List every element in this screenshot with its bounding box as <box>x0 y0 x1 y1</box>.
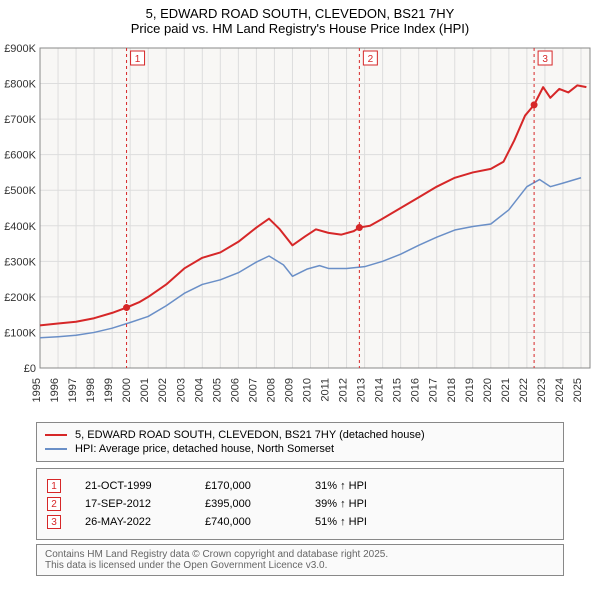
svg-text:2003: 2003 <box>175 378 187 402</box>
svg-text:1: 1 <box>135 54 141 65</box>
svg-text:2008: 2008 <box>265 378 277 402</box>
svg-text:£600K: £600K <box>4 150 36 162</box>
svg-text:2017: 2017 <box>428 378 440 402</box>
svg-text:2020: 2020 <box>482 378 494 402</box>
event-row: 3 26-MAY-2022£740,00051% ↑ HPI <box>47 515 553 529</box>
svg-text:1997: 1997 <box>67 378 79 402</box>
legend-item: HPI: Average price, detached house, Nort… <box>45 443 555 455</box>
legend-swatch <box>45 434 67 436</box>
event-marker: 3 <box>47 515 61 529</box>
chart-area: £0 £100K £200K £300K £400K £500K £600K £700K £80… <box>0 38 600 418</box>
event-pct: 51% ↑ HPI <box>315 516 367 528</box>
event-date: 21-OCT-1999 <box>85 480 205 492</box>
events-table: 1 21-OCT-1999£170,00031% ↑ HPI 2 17-SEP-201… <box>36 468 564 540</box>
svg-text:2006: 2006 <box>229 378 241 402</box>
svg-text:2002: 2002 <box>157 378 169 402</box>
chart-container: 5, EDWARD ROAD SOUTH, CLEVEDON, BS21 7HY… <box>0 0 600 576</box>
event-price: £740,000 <box>205 516 315 528</box>
event-row: 2 17-SEP-2012£395,00039% ↑ HPI <box>47 497 553 511</box>
svg-text:2011: 2011 <box>320 378 332 402</box>
svg-text:2009: 2009 <box>283 378 295 402</box>
line-chart-svg: £0 £100K £200K £300K £400K £500K £600K £700K £80… <box>0 38 600 418</box>
event-date: 17-SEP-2012 <box>85 498 205 510</box>
svg-text:2016: 2016 <box>410 378 422 402</box>
event-date: 26-MAY-2022 <box>85 516 205 528</box>
svg-text:1995: 1995 <box>31 378 43 402</box>
svg-text:2: 2 <box>368 54 374 65</box>
svg-text:2013: 2013 <box>356 378 368 402</box>
svg-text:£400K: £400K <box>4 221 36 233</box>
svg-text:2005: 2005 <box>211 378 223 402</box>
svg-text:3: 3 <box>542 54 548 65</box>
svg-text:£200K: £200K <box>4 292 36 304</box>
license-notice: Contains HM Land Registry data © Crown c… <box>36 544 564 576</box>
event-pct: 31% ↑ HPI <box>315 480 367 492</box>
license-line2: This data is licensed under the Open Gov… <box>45 560 555 571</box>
event-marker: 1 <box>47 479 61 493</box>
svg-text:2024: 2024 <box>554 378 566 402</box>
svg-text:2014: 2014 <box>374 378 386 402</box>
svg-text:2018: 2018 <box>446 378 458 402</box>
svg-text:2022: 2022 <box>518 378 530 402</box>
svg-text:2012: 2012 <box>338 378 350 402</box>
svg-text:£800K: £800K <box>4 79 36 91</box>
svg-text:1996: 1996 <box>49 378 61 402</box>
svg-text:£700K: £700K <box>4 114 36 126</box>
legend: 5, EDWARD ROAD SOUTH, CLEVEDON, BS21 7HY… <box>36 422 564 462</box>
svg-text:£500K: £500K <box>4 185 36 197</box>
svg-text:2019: 2019 <box>464 378 476 402</box>
svg-text:2015: 2015 <box>392 378 404 402</box>
svg-text:2010: 2010 <box>301 378 313 402</box>
svg-text:£300K: £300K <box>4 256 36 268</box>
svg-text:£900K: £900K <box>4 43 36 55</box>
svg-text:2023: 2023 <box>536 378 548 402</box>
legend-item: 5, EDWARD ROAD SOUTH, CLEVEDON, BS21 7HY… <box>45 429 555 441</box>
title-address: 5, EDWARD ROAD SOUTH, CLEVEDON, BS21 7HY <box>10 6 590 21</box>
title-block: 5, EDWARD ROAD SOUTH, CLEVEDON, BS21 7HY… <box>0 0 600 38</box>
license-line1: Contains HM Land Registry data © Crown c… <box>45 549 555 560</box>
event-row: 1 21-OCT-1999£170,00031% ↑ HPI <box>47 479 553 493</box>
svg-text:2004: 2004 <box>193 378 205 402</box>
event-pct: 39% ↑ HPI <box>315 498 367 510</box>
svg-text:£100K: £100K <box>4 327 36 339</box>
event-price: £395,000 <box>205 498 315 510</box>
legend-swatch <box>45 448 67 450</box>
svg-text:2000: 2000 <box>121 378 133 402</box>
svg-text:2007: 2007 <box>247 378 259 402</box>
svg-text:2025: 2025 <box>572 378 584 402</box>
svg-text:1999: 1999 <box>103 378 115 402</box>
legend-label: HPI: Average price, detached house, Nort… <box>75 443 334 455</box>
svg-text:2001: 2001 <box>139 378 151 402</box>
svg-text:2021: 2021 <box>500 378 512 402</box>
svg-text:£0: £0 <box>24 363 36 375</box>
legend-label: 5, EDWARD ROAD SOUTH, CLEVEDON, BS21 7HY… <box>75 429 425 441</box>
event-marker: 2 <box>47 497 61 511</box>
event-price: £170,000 <box>205 480 315 492</box>
svg-text:1998: 1998 <box>85 378 97 402</box>
title-subtitle: Price paid vs. HM Land Registry's House … <box>10 21 590 36</box>
